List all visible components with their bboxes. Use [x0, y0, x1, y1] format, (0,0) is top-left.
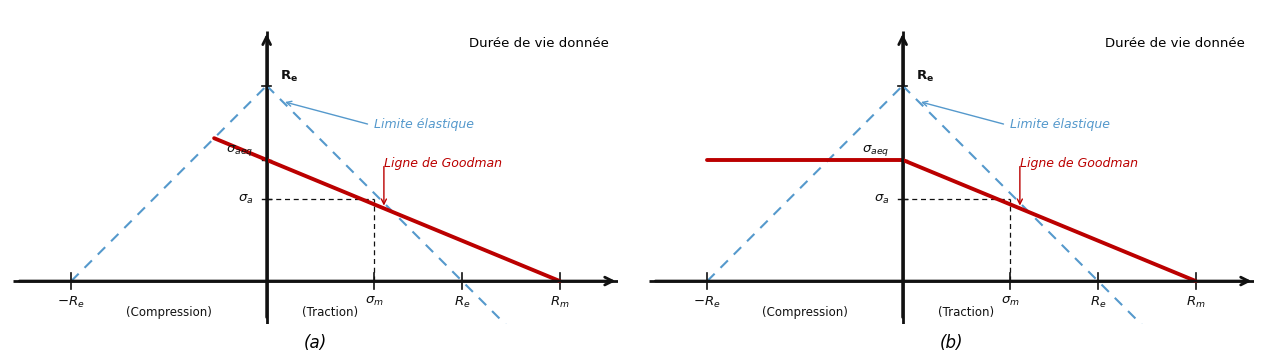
Text: $-R_e$: $-R_e$	[693, 295, 721, 310]
Text: (Compression): (Compression)	[761, 306, 848, 320]
Text: Durée de vie donnée: Durée de vie donnée	[1105, 37, 1244, 50]
Text: (a): (a)	[304, 334, 327, 352]
Text: (b): (b)	[940, 334, 963, 352]
Text: $\sigma_{aeq}$: $\sigma_{aeq}$	[226, 143, 253, 158]
Text: $R_m$: $R_m$	[550, 295, 570, 310]
Text: Limite élastique: Limite élastique	[374, 118, 474, 131]
Text: $\sigma_a$: $\sigma_a$	[237, 192, 253, 206]
Text: $R_m$: $R_m$	[1186, 295, 1205, 310]
Text: $-R_e$: $-R_e$	[57, 295, 85, 310]
Text: Ligne de Goodman: Ligne de Goodman	[384, 157, 502, 170]
Text: (Traction): (Traction)	[938, 306, 995, 320]
Text: $\sigma_m$: $\sigma_m$	[365, 295, 384, 308]
Text: $\sigma_{aeq}$: $\sigma_{aeq}$	[862, 143, 889, 158]
Text: (Compression): (Compression)	[125, 306, 212, 320]
Text: $\mathbf{R_e}$: $\mathbf{R_e}$	[280, 69, 299, 84]
Text: Limite élastique: Limite élastique	[1010, 118, 1110, 131]
Text: $R_e$: $R_e$	[454, 295, 470, 310]
Text: $\mathbf{R_e}$: $\mathbf{R_e}$	[916, 69, 935, 84]
Text: $\sigma_m$: $\sigma_m$	[1001, 295, 1020, 308]
Text: $R_e$: $R_e$	[1090, 295, 1106, 310]
Text: (Traction): (Traction)	[302, 306, 359, 320]
Text: Durée de vie donnée: Durée de vie donnée	[469, 37, 608, 50]
Text: Ligne de Goodman: Ligne de Goodman	[1020, 157, 1138, 170]
Text: $\sigma_a$: $\sigma_a$	[873, 192, 889, 206]
